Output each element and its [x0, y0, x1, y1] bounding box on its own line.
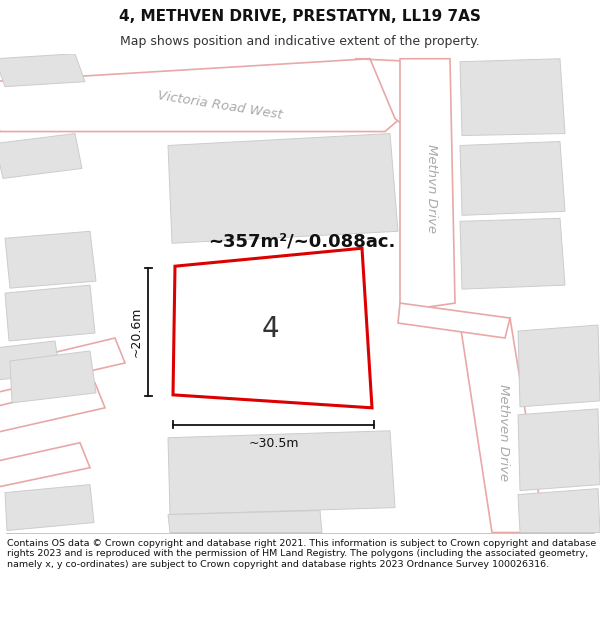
Polygon shape	[0, 442, 90, 488]
Polygon shape	[355, 59, 450, 139]
Polygon shape	[460, 141, 565, 216]
Polygon shape	[460, 318, 545, 532]
Polygon shape	[460, 218, 565, 289]
Polygon shape	[398, 303, 510, 338]
Text: Map shows position and indicative extent of the property.: Map shows position and indicative extent…	[120, 36, 480, 48]
Polygon shape	[10, 351, 96, 403]
Polygon shape	[5, 231, 96, 288]
Text: Victoria Road West: Victoria Road West	[157, 89, 283, 122]
Polygon shape	[518, 409, 600, 491]
Text: 4, METHVEN DRIVE, PRESTATYN, LL19 7AS: 4, METHVEN DRIVE, PRESTATYN, LL19 7AS	[119, 9, 481, 24]
Polygon shape	[5, 285, 95, 341]
Polygon shape	[518, 489, 600, 532]
Text: ~20.6m: ~20.6m	[130, 307, 143, 358]
Polygon shape	[0, 383, 105, 432]
Polygon shape	[168, 431, 395, 514]
Polygon shape	[168, 511, 322, 532]
Text: Methven Drive: Methven Drive	[497, 384, 511, 481]
Polygon shape	[460, 59, 565, 136]
Text: 4: 4	[262, 315, 280, 343]
Polygon shape	[0, 54, 85, 87]
Polygon shape	[0, 134, 82, 178]
Polygon shape	[5, 484, 94, 531]
Text: ~357m²/~0.088ac.: ~357m²/~0.088ac.	[208, 232, 395, 250]
Polygon shape	[0, 341, 60, 380]
Polygon shape	[400, 59, 455, 311]
Polygon shape	[168, 134, 398, 243]
Text: Methvn Drive: Methvn Drive	[425, 144, 439, 233]
Polygon shape	[0, 59, 400, 131]
Polygon shape	[0, 338, 125, 393]
Polygon shape	[518, 325, 600, 407]
Text: Contains OS data © Crown copyright and database right 2021. This information is : Contains OS data © Crown copyright and d…	[7, 539, 596, 569]
Text: ~30.5m: ~30.5m	[248, 437, 299, 450]
